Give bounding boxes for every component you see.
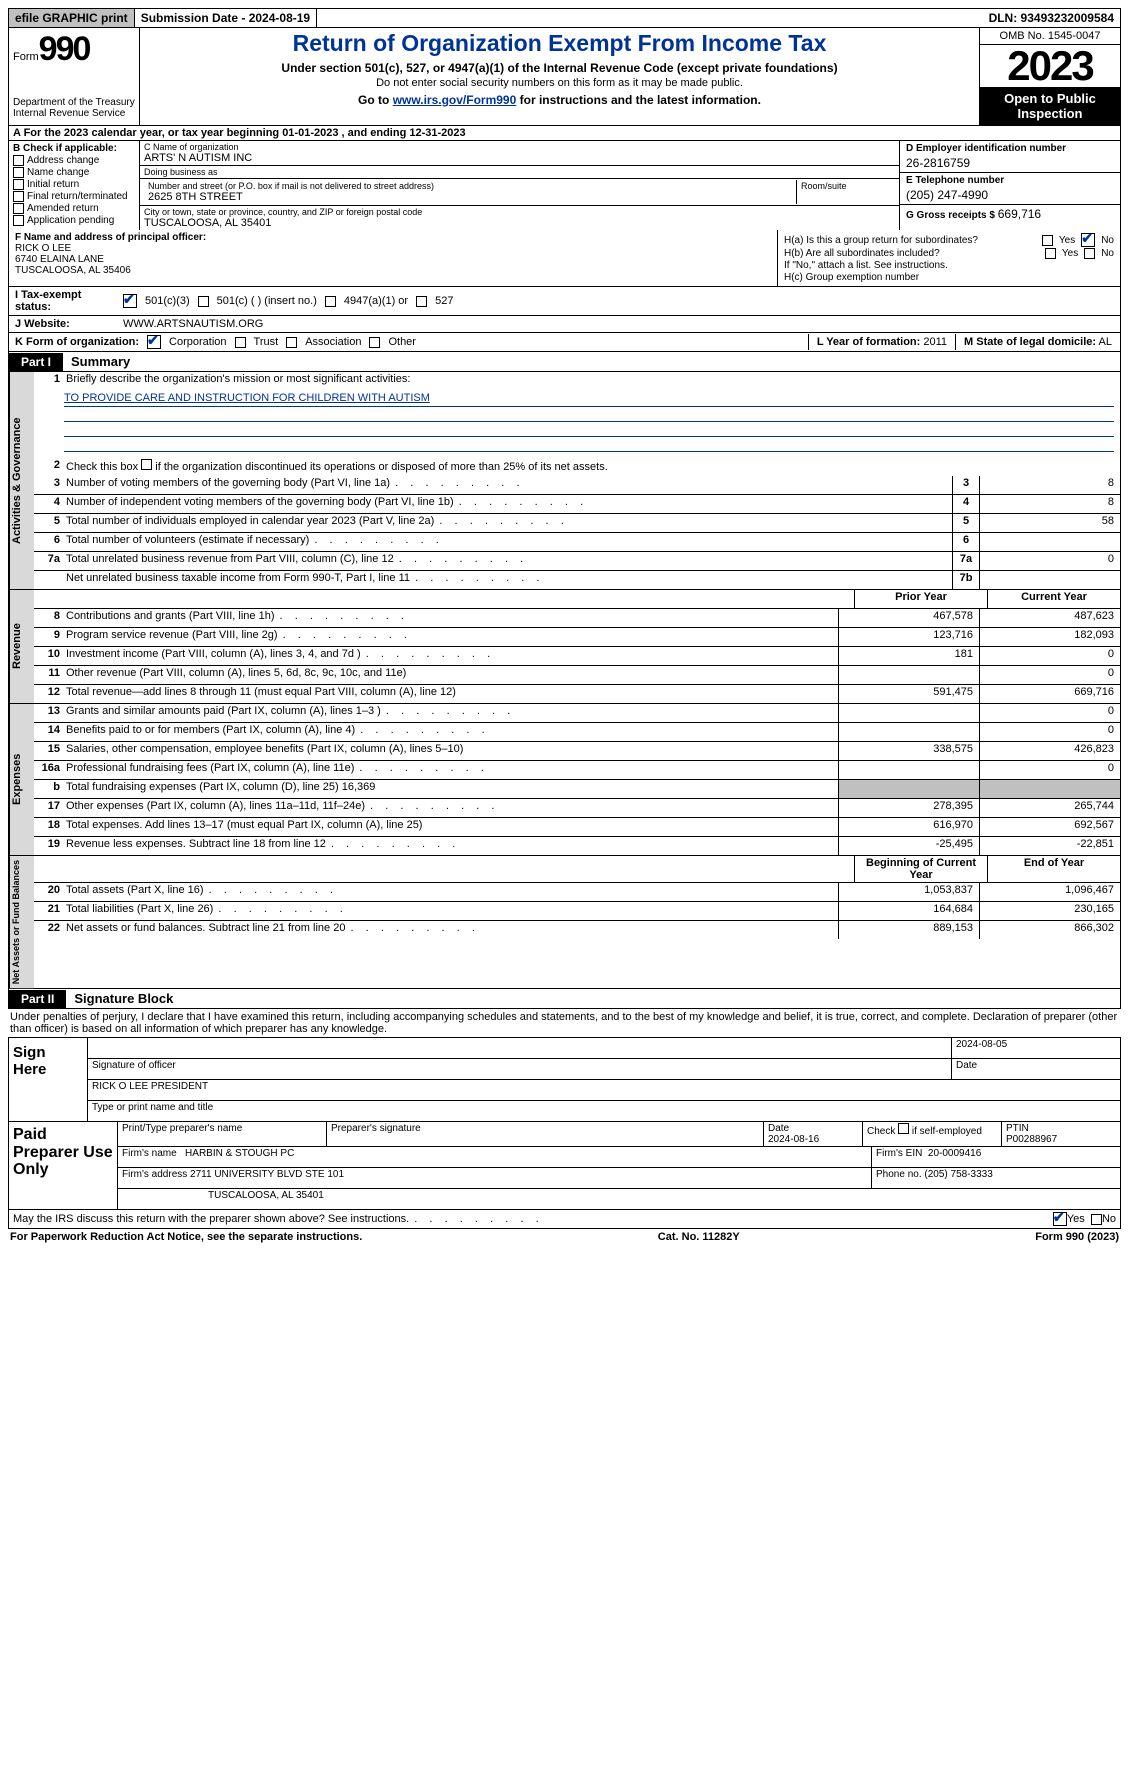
chk-initial-return[interactable] (13, 179, 24, 190)
goto-line: Go to www.irs.gov/Form990 for instructio… (146, 93, 973, 107)
tax-year: 2023 (980, 45, 1120, 87)
chk-address-change[interactable] (13, 155, 24, 166)
submission-date: Submission Date - 2024-08-19 (135, 9, 317, 27)
hb-yes[interactable] (1045, 248, 1056, 259)
box-b: B Check if applicable: Address change Na… (9, 141, 140, 230)
col-eoy: End of Year (987, 856, 1120, 882)
chk-name-change[interactable] (13, 167, 24, 178)
form-header: Form990 Department of the Treasury Inter… (8, 28, 1121, 126)
form-prefix: Form (13, 51, 39, 63)
year-formation: L Year of formation: 2011 (808, 334, 955, 350)
hb-no[interactable] (1084, 248, 1095, 259)
chk-4947[interactable] (325, 296, 336, 307)
form-title: Return of Organization Exempt From Incom… (146, 30, 973, 57)
chk-app-pending[interactable] (13, 215, 24, 226)
mission-text: TO PROVIDE CARE AND INSTRUCTION FOR CHIL… (64, 392, 1114, 407)
discuss-yes[interactable] (1053, 1212, 1067, 1226)
org-name: ARTS' N AUTISM INC (144, 152, 895, 164)
val-5: 58 (980, 514, 1120, 532)
paid-preparer-block: Paid Preparer Use Only Print/Type prepar… (8, 1122, 1121, 1210)
website-url: WWW.ARTSNAUTISM.ORG (123, 318, 263, 330)
chk-527[interactable] (416, 296, 427, 307)
chk-trust[interactable] (235, 337, 246, 348)
declaration-text: Under penalties of perjury, I declare th… (8, 1009, 1121, 1037)
col-boy: Beginning of Current Year (854, 856, 987, 882)
chk-corporation[interactable] (147, 335, 161, 349)
efile-label: efile GRAPHIC print (9, 9, 135, 27)
telephone: (205) 247-4990 (906, 188, 1114, 202)
chk-final-return[interactable] (13, 191, 24, 202)
prep-date: 2024-08-16 (768, 1134, 819, 1145)
val-7b (980, 571, 1120, 589)
state-domicile: M State of legal domicile: AL (955, 334, 1120, 350)
officer-addr1: 6740 ELAINA LANE (15, 254, 771, 265)
officer-group-row: F Name and address of principal officer:… (8, 230, 1121, 287)
officer-addr2: TUSCALOOSA, AL 35406 (15, 265, 771, 276)
org-city: TUSCALOOSA, AL 35401 (144, 217, 895, 229)
val-4: 8 (980, 495, 1120, 513)
org-street: 2625 8TH STREET (148, 191, 792, 203)
part-ii-header: Part II Signature Block (8, 989, 1121, 1009)
ha-yes[interactable] (1042, 235, 1053, 246)
firm-addr1: 2711 UNIVERSITY BLVD STE 101 (190, 1169, 344, 1180)
chk-501c[interactable] (198, 296, 209, 307)
chk-501c3[interactable] (123, 294, 137, 308)
form990-link[interactable]: www.irs.gov/Form990 (393, 93, 517, 107)
section-expenses: Expenses 13Grants and similar amounts pa… (8, 704, 1121, 856)
val-7a: 0 (980, 552, 1120, 570)
ssn-note: Do not enter social security numbers on … (146, 77, 973, 89)
top-bar: efile GRAPHIC print Submission Date - 20… (8, 8, 1121, 28)
chk-discontinued[interactable] (141, 459, 152, 470)
firm-addr2: TUSCALOOSA, AL 35401 (118, 1189, 1120, 1209)
col-prior: Prior Year (854, 590, 987, 608)
sig-date: 2024-08-05 (951, 1038, 1120, 1058)
part-i-header: Part I Summary (8, 352, 1121, 372)
ptin: P00288967 (1006, 1134, 1057, 1145)
vlabel-net: Net Assets or Fund Balances (9, 856, 34, 988)
box-c: C Name of organization ARTS' N AUTISM IN… (140, 141, 899, 230)
sign-here-block: Sign Here 2024-08-05 Signature of office… (8, 1037, 1121, 1122)
firm-ein: 20-0009416 (928, 1148, 981, 1159)
firm-phone: (205) 758-3333 (924, 1169, 992, 1180)
chk-self-employed[interactable] (898, 1123, 909, 1134)
val-6 (980, 533, 1120, 551)
discuss-no[interactable] (1091, 1214, 1102, 1225)
gross-receipts: 669,716 (998, 207, 1041, 221)
vlabel-governance: Activities & Governance (9, 372, 34, 589)
dept-label: Department of the Treasury Internal Reve… (13, 97, 135, 119)
col-current: Current Year (987, 590, 1120, 608)
firm-name: HARBIN & STOUGH PC (185, 1148, 294, 1159)
row-k-org-form: K Form of organization: Corporation Trus… (8, 333, 1121, 352)
chk-amended[interactable] (13, 203, 24, 214)
chk-other[interactable] (369, 337, 380, 348)
section-revenue: Revenue Prior Year Current Year 8Contrib… (8, 590, 1121, 704)
box-h: H(a) Is this a group return for subordin… (778, 230, 1120, 286)
box-d-e-g: D Employer identification number 26-2816… (899, 141, 1120, 230)
dln: DLN: 93493232009584 (983, 9, 1120, 27)
row-j-website: J Website: WWW.ARTSNAUTISM.ORG (8, 316, 1121, 333)
officer-name-title: RICK O LEE PRESIDENT (88, 1080, 1120, 1100)
vlabel-revenue: Revenue (9, 590, 34, 703)
chk-association[interactable] (286, 337, 297, 348)
form-number: 990 (39, 30, 90, 68)
form-subtitle: Under section 501(c), 527, or 4947(a)(1)… (146, 61, 973, 75)
row-i-tax-status: I Tax-exempt status: 501(c)(3) 501(c) ( … (8, 287, 1121, 316)
val-3: 8 (980, 476, 1120, 494)
vlabel-expenses: Expenses (9, 704, 34, 855)
open-to-public: Open to Public Inspection (980, 87, 1120, 125)
page-footer: For Paperwork Reduction Act Notice, see … (8, 1229, 1121, 1245)
ein: 26-2816759 (906, 156, 1114, 170)
officer-name: RICK O LEE (15, 243, 771, 254)
section-net-assets: Net Assets or Fund Balances Beginning of… (8, 856, 1121, 989)
entity-block: B Check if applicable: Address change Na… (8, 141, 1121, 230)
ha-no[interactable] (1081, 233, 1095, 247)
discuss-row: May the IRS discuss this return with the… (8, 1210, 1121, 1229)
section-governance: Activities & Governance 1 Briefly descri… (8, 372, 1121, 590)
row-a-tax-year: A For the 2023 calendar year, or tax yea… (8, 126, 1121, 141)
